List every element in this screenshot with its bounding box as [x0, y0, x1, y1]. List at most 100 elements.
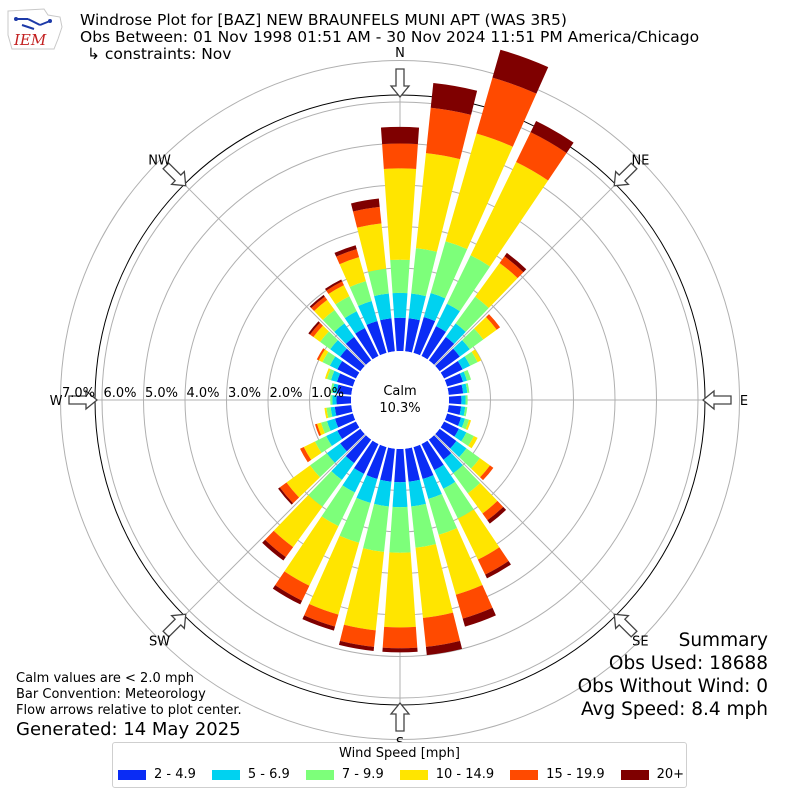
windrose-bar-segment: [394, 448, 406, 483]
windrose-bar-segment: [444, 413, 462, 426]
windrose-bar-segment: [345, 336, 372, 365]
windrose-bar-segment: [339, 257, 366, 287]
windrose-bar-segment: [273, 494, 323, 548]
windrose-bar-segment: [462, 328, 484, 350]
windrose-bar-segment: [380, 447, 395, 482]
windrose-bar-segment: [382, 626, 418, 649]
windrose-bar-segment: [450, 440, 467, 458]
windrose-bar-segment: [384, 552, 416, 628]
windrose-bar-segment: [470, 161, 549, 267]
windrose-bar-segment: [465, 383, 470, 393]
legend-swatch: [620, 769, 649, 780]
windrose-bar-segment: [382, 143, 418, 169]
windrose-bar-segment: [430, 241, 468, 299]
legend-swatch: [118, 769, 146, 780]
windrose-bar-segment: [476, 77, 537, 147]
calm-note: Calm values are < 2.0 mph: [16, 671, 195, 686]
windrose-bar-segment: [313, 325, 329, 342]
radial-tick-label: 5.0%: [145, 386, 178, 401]
windrose-bar-segment: [436, 303, 460, 332]
windrose-bar-segment: [428, 494, 458, 535]
windrose-bar-segment: [374, 293, 392, 321]
windrose-bar-segment: [461, 432, 474, 446]
legend-label: 2 - 4.9: [154, 767, 196, 782]
windrose-bar-segment: [425, 640, 463, 656]
windrose-bar-segment: [459, 406, 466, 416]
windrose-bar-segment: [465, 395, 468, 405]
radial-tick-label: 7.0%: [62, 386, 95, 401]
windrose-bars: [262, 49, 574, 656]
windrose-bar-segment: [358, 301, 378, 325]
windrose-bar-segment: [349, 281, 372, 306]
windrose-bar-segment: [336, 395, 352, 405]
windrose-bar-segment: [471, 458, 491, 478]
flow-arrow-icon: [68, 389, 99, 411]
windrose-bar-segment: [331, 456, 355, 480]
windrose-bar-segment: [315, 423, 322, 436]
windrose-bar-segment: [300, 446, 312, 463]
windrose-bar-segment: [392, 292, 408, 319]
windrose-bar-segment: [435, 428, 457, 449]
legend-label: 10 - 14.9: [435, 767, 495, 782]
calm-value: 10.3%: [379, 401, 420, 416]
iem-logo-text: IEM: [13, 31, 47, 49]
summary-box: Summary Obs Used: 18688 Obs Without Wind…: [578, 629, 768, 721]
windrose-bar-segment: [422, 612, 461, 647]
windrose-bar-segment: [411, 503, 436, 548]
windrose-bar-segment: [309, 322, 323, 338]
windrose-bar-segment: [474, 316, 497, 340]
legend-item: 7 - 9.9: [305, 767, 384, 782]
windrose-bar-segment: [336, 249, 360, 265]
windrose-bar-segment: [428, 435, 452, 460]
windrose-bar-segment: [357, 223, 387, 272]
windrose-bar-segment: [337, 360, 360, 379]
windrose-bar-segment: [461, 418, 470, 430]
windrose-bar-segment: [366, 320, 387, 356]
windrose-bar-segment: [316, 422, 325, 436]
windrose-bar-segment: [286, 465, 320, 498]
windrose-bar-segment: [434, 464, 456, 489]
compass-label-nw: NW: [148, 154, 171, 169]
legend-swatch: [510, 769, 539, 780]
windrose-bar-segment: [440, 421, 459, 437]
windrose-bar-segment: [326, 443, 347, 463]
radial-tick-label: 4.0%: [186, 386, 219, 401]
windrose-bar-segment: [413, 444, 434, 480]
legend-item: 20+: [620, 767, 684, 782]
windrose-bar-segment: [448, 395, 462, 405]
windrose-bar-segment: [425, 107, 472, 160]
windrose-bar-segment: [324, 368, 331, 380]
windrose-bar-segment: [272, 585, 303, 605]
windrose-bar-segment: [345, 435, 372, 464]
windrose-bar-segment: [279, 482, 300, 504]
radial-tick-label: 3.0%: [228, 386, 261, 401]
windrose-bar-segment: [322, 351, 336, 366]
windrose-bar-segment: [311, 296, 328, 312]
windrose-bar-segment: [438, 528, 483, 595]
legend-label: 15 - 19.9: [546, 767, 605, 782]
windrose-bar-segment: [350, 198, 380, 212]
windrose-bar-segment: [334, 413, 356, 428]
windrose-bar-segment: [363, 503, 389, 552]
windrose-bar-segment: [318, 349, 329, 363]
title-line-1: Windrose Plot for [BAZ] NEW BRAUNFELS MU…: [80, 11, 567, 29]
legend-item: 5 - 6.9: [211, 767, 290, 782]
windrose-bar-segment: [394, 317, 406, 352]
windrose-bar-segment: [321, 485, 355, 527]
compass-label-e: E: [740, 394, 748, 409]
windrose-bar-segment: [330, 383, 335, 393]
windrose-bar-segment: [465, 419, 472, 431]
windrose-bar-segment: [467, 483, 498, 514]
windrose-bar-segment: [309, 535, 360, 615]
compass-label-ne: NE: [631, 154, 649, 169]
windrose-bar-segment: [334, 405, 353, 416]
windrose-bar-segment: [335, 296, 357, 319]
legend: Wind Speed [mph] 2 - 4.9 5 - 6.9 7 - 9.9 10…: [112, 742, 687, 788]
windrose-bar-segment: [405, 447, 420, 482]
windrose-bar-segment: [453, 465, 481, 494]
windrose-bar-segment: [343, 548, 385, 631]
windrose-bar-segment: [408, 293, 426, 321]
grid-spoke: [434, 434, 617, 617]
windrose-bar-segment: [411, 248, 437, 297]
windrose-bar-segment: [316, 348, 325, 361]
